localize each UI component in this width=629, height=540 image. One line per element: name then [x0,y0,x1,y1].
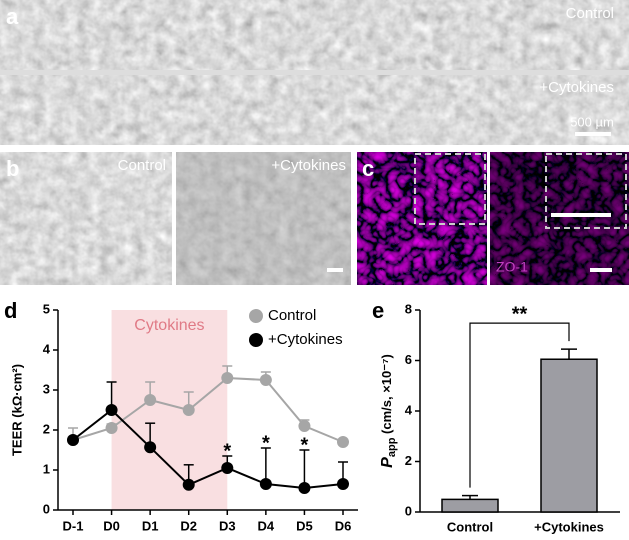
marker [259,478,272,490]
panel-label: d [4,298,17,323]
y-tick-label: 5 [43,301,50,316]
y-axis-label: TEER (kΩ·cm²) [9,364,24,456]
image-texture [0,152,172,285]
marker [67,434,79,446]
legend-marker [249,333,263,347]
image-texture [490,152,629,285]
y-tick-label: 3 [43,381,50,396]
image-texture [0,75,629,145]
panel-label: c [362,156,374,181]
marker [337,436,349,448]
y-label-unit: (cm/s, ×10⁻⁷) [379,354,394,437]
marker [144,441,157,454]
x-tick-label: D1 [142,518,159,533]
panel-label: e [372,298,384,323]
marker [105,422,118,434]
x-tick-label: D-1 [63,518,84,533]
y-axis-label: Papp (cm/s, ×10⁻⁷) [379,354,398,468]
marker [298,482,311,494]
marker [144,394,157,406]
significance: ** [512,303,528,325]
shade-label: Cytokines [134,317,204,334]
marker [221,462,234,474]
image-label: +Cytokines [539,79,614,96]
y-tick-label: 0 [405,503,412,518]
marker [182,478,195,491]
image-texture [176,152,351,285]
y-label-subscript: app [386,437,398,457]
marker [221,372,234,384]
legend-marker [249,309,263,323]
marker [259,374,272,386]
y-tick-label: 4 [405,402,413,417]
scale-label: 500 µm [570,114,614,129]
shaded-region [111,310,228,510]
panel-label: b [6,156,19,181]
inset-box [545,153,627,229]
y-tick-label: 2 [405,453,412,468]
bar [540,358,598,513]
y-tick-label: 2 [43,421,50,436]
divider [0,70,629,75]
marker [337,478,349,490]
image-texture [357,152,487,285]
series-line [72,408,344,490]
y-tick-label: 8 [405,301,412,316]
marker [105,404,118,416]
scale-bar [551,213,611,217]
legend-label: Control [268,307,316,324]
x-tick-label: D4 [258,518,275,533]
significance: * [262,432,270,454]
scale-bar [327,268,343,272]
x-tick-label: D2 [180,518,197,533]
marker [298,420,311,432]
scale-bar [575,132,611,136]
y-tick-label: 4 [43,341,51,356]
significance: * [301,434,309,456]
x-tick-label: D3 [219,518,236,533]
legend-label: +Cytokines [268,331,343,348]
image-label: +Cytokines [271,157,346,174]
image-label: Control [118,157,166,174]
bar [441,498,499,513]
marker [182,404,195,416]
x-tick-label: D6 [335,518,352,533]
x-tick-label: D0 [103,518,120,533]
y-tick-label: 6 [405,352,412,367]
significance: * [223,440,231,462]
x-tick-label: +Cytokines [534,519,604,534]
image-label: Control [566,5,614,22]
panel-label: a [6,4,19,29]
y-tick-label: 1 [43,461,50,476]
y-tick-label: 0 [43,501,50,516]
stain-label: ZO-1 [496,259,528,275]
series-line [72,376,344,443]
inset-box [414,153,486,225]
y-label-symbol: P [379,457,396,468]
x-tick-label: D5 [296,518,313,533]
scale-bar [590,268,612,272]
image-texture [0,0,629,70]
x-tick-label: Control [447,519,493,534]
significance-bracket [469,322,570,488]
